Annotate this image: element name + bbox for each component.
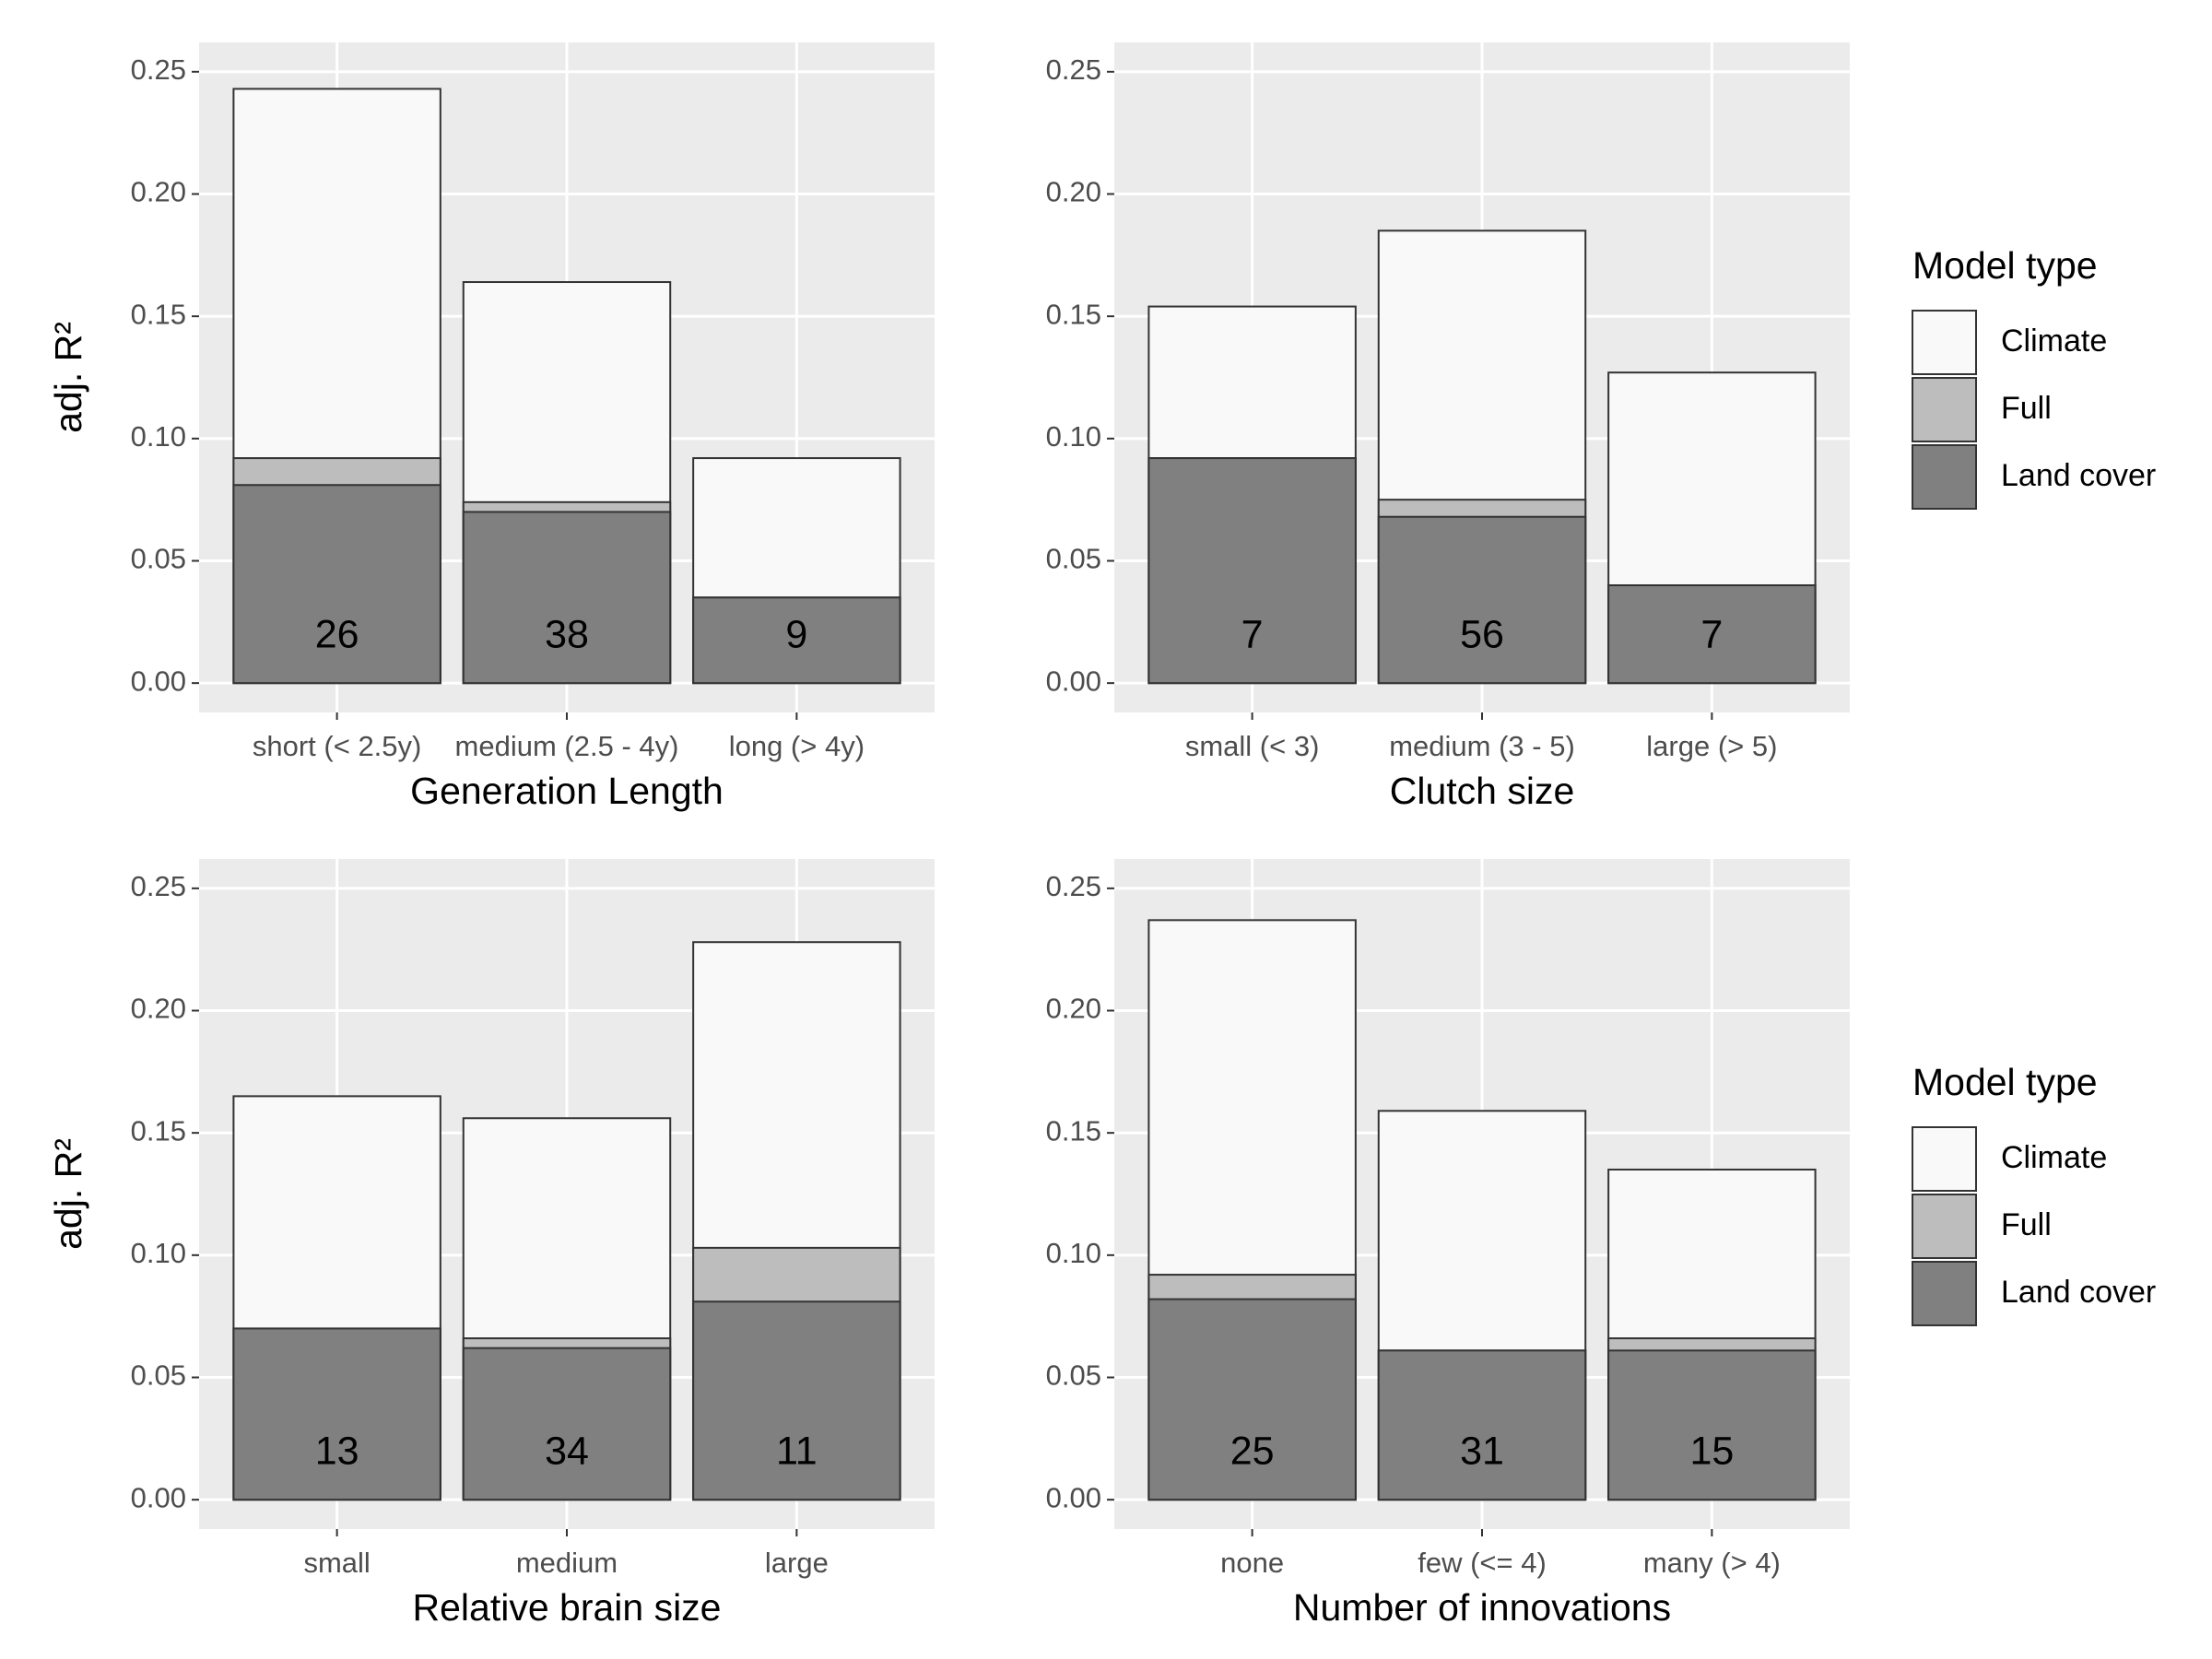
y-tick-label: 0.20 — [131, 176, 186, 208]
x-tick-label: short (< 2.5y) — [253, 730, 422, 762]
y-tick-label: 0.20 — [1046, 176, 1101, 208]
x-axis-title: Generation Length — [410, 770, 724, 812]
count-label: 9 — [785, 613, 807, 657]
legend-key — [1912, 377, 1977, 442]
x-tick-label: medium — [516, 1547, 618, 1579]
bar — [462, 511, 672, 685]
bar — [1377, 1349, 1587, 1501]
y-axis-title: adj. R² — [47, 322, 89, 433]
x-tick-label: small (< 3) — [1185, 730, 1320, 762]
legend-label: Full — [2001, 1207, 2052, 1242]
y-tick-label: 0.15 — [131, 1114, 186, 1147]
legend-key — [1912, 1126, 1977, 1192]
legend-key — [1912, 310, 1977, 375]
bar — [1147, 1298, 1357, 1501]
x-axis-title: Relative brain size — [413, 1586, 722, 1629]
y-tick-label: 0.25 — [131, 870, 186, 902]
y-tick-label: 0.15 — [131, 298, 186, 330]
y-tick-label: 0.10 — [1046, 1237, 1101, 1269]
legend-label: Land cover — [2001, 458, 2156, 493]
x-tick-label: medium (2.5 - 4y) — [455, 730, 679, 762]
y-tick-label: 0.00 — [1046, 1481, 1101, 1513]
x-tick-label: large (> 5) — [1646, 730, 1777, 762]
bar — [1377, 515, 1587, 685]
y-tick-label: 0.05 — [131, 543, 186, 575]
y-tick-label: 0.25 — [131, 53, 186, 86]
legend-title: Model type — [1912, 1061, 2098, 1103]
count-label: 15 — [1689, 1430, 1734, 1474]
y-tick-label: 0.00 — [131, 665, 186, 697]
count-label: 26 — [315, 613, 359, 657]
y-tick-label: 0.20 — [1046, 993, 1101, 1025]
count-label: 13 — [315, 1430, 359, 1474]
y-tick-label: 0.10 — [131, 420, 186, 453]
legend-label: Full — [2001, 391, 2052, 426]
legend-label: Climate — [2001, 324, 2107, 359]
y-axis-title: adj. R² — [47, 1138, 89, 1250]
legend-label: Climate — [2001, 1140, 2107, 1175]
y-tick-label: 0.05 — [131, 1359, 186, 1392]
y-tick-label: 0.10 — [131, 1237, 186, 1269]
x-axis-title: Number of innovations — [1293, 1586, 1671, 1629]
legend-title: Model type — [1912, 244, 2098, 287]
y-tick-label: 0.00 — [131, 1481, 186, 1513]
y-tick-label: 0.25 — [1046, 870, 1101, 902]
y-tick-label: 0.05 — [1046, 543, 1101, 575]
x-tick-label: medium (3 - 5) — [1389, 730, 1575, 762]
y-tick-label: 0.00 — [1046, 665, 1101, 697]
y-tick-label: 0.05 — [1046, 1359, 1101, 1392]
x-tick-label: none — [1220, 1547, 1284, 1579]
x-tick-label: large — [765, 1547, 829, 1579]
bar — [232, 484, 441, 685]
count-label: 7 — [1700, 613, 1723, 657]
y-tick-label: 0.15 — [1046, 1114, 1101, 1147]
legend-key — [1912, 1194, 1977, 1259]
legend-label: Land cover — [2001, 1275, 2156, 1310]
bar — [1147, 457, 1357, 685]
count-label: 11 — [776, 1430, 818, 1474]
legend-key — [1912, 444, 1977, 510]
bar — [232, 1327, 441, 1501]
y-tick-label: 0.15 — [1046, 298, 1101, 330]
count-label: 34 — [545, 1430, 589, 1474]
y-tick-label: 0.20 — [131, 993, 186, 1025]
y-tick-label: 0.25 — [1046, 53, 1101, 86]
x-tick-label: many (> 4) — [1643, 1547, 1781, 1579]
bar — [462, 1347, 672, 1501]
x-tick-label: few (<= 4) — [1418, 1547, 1547, 1579]
bar — [692, 596, 901, 685]
count-label: 38 — [545, 613, 589, 657]
count-label: 25 — [1230, 1430, 1275, 1474]
bar — [692, 1300, 901, 1501]
bar — [1607, 584, 1817, 685]
bar — [1607, 1349, 1817, 1501]
count-label: 31 — [1460, 1430, 1504, 1474]
x-tick-label: long (> 4y) — [729, 730, 865, 762]
y-tick-label: 0.10 — [1046, 420, 1101, 453]
count-label: 7 — [1241, 613, 1264, 657]
count-label: 56 — [1460, 613, 1504, 657]
x-tick-label: small — [303, 1547, 370, 1579]
x-axis-title: Clutch size — [1390, 770, 1575, 812]
legend-key — [1912, 1261, 1977, 1326]
